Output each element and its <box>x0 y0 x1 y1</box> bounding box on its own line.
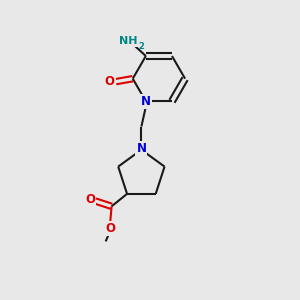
Text: O: O <box>105 222 115 236</box>
Text: NH: NH <box>119 36 138 46</box>
Text: N: N <box>136 142 146 155</box>
Text: 2: 2 <box>138 42 144 51</box>
Text: O: O <box>85 193 95 206</box>
Text: N: N <box>141 95 151 108</box>
Text: O: O <box>105 75 115 88</box>
